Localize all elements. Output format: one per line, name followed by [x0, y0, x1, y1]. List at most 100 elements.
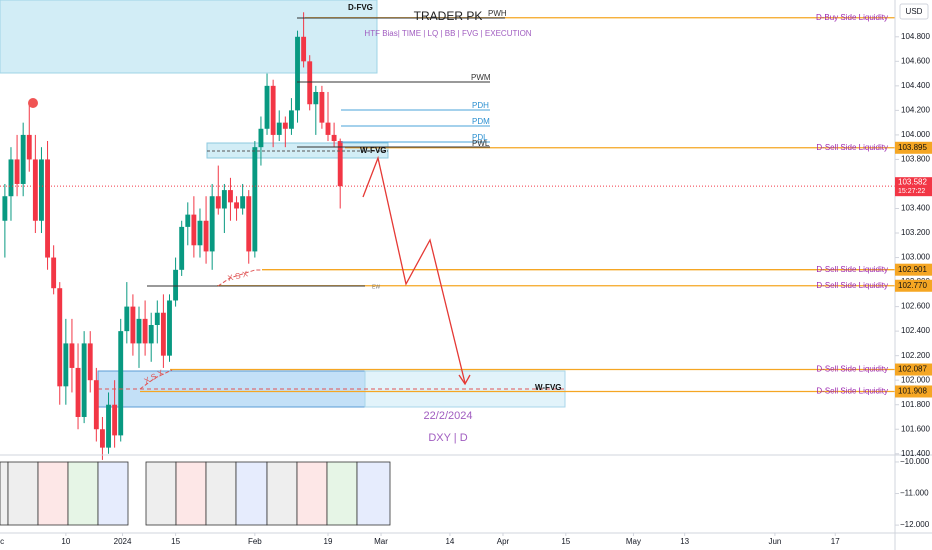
y-tick-label: 102.200 — [901, 351, 930, 360]
candle-body — [246, 196, 252, 252]
candle-body — [160, 312, 166, 356]
currency[interactable]: USD — [906, 7, 923, 16]
y-tick-label: 104.200 — [901, 105, 930, 114]
liquidity-label: D-Sell Side Liquidity — [816, 143, 888, 152]
indicator-boxes — [0, 461, 391, 526]
candle-body — [75, 367, 81, 417]
y-tick-label: 103.200 — [901, 228, 930, 237]
current-price-label: 103.582 — [898, 177, 927, 186]
box — [7, 461, 39, 526]
chart-subtitle: HTF Bias| TIME | LQ | BB | FVG | EXECUTI… — [364, 29, 531, 38]
candle-body — [221, 190, 227, 209]
annotation: PWL — [472, 139, 490, 148]
annotation: PWH — [488, 9, 507, 18]
y-tick-label: 103.400 — [901, 204, 930, 213]
candle-body — [2, 196, 8, 221]
candle-body — [93, 380, 99, 430]
liquidity-label: D-Sell Side Liquidity — [816, 281, 888, 290]
candle-body — [252, 147, 258, 252]
box — [266, 461, 298, 526]
candle-body — [32, 159, 38, 221]
candle-body — [69, 343, 75, 368]
candle-body — [26, 134, 32, 160]
candle-body — [282, 122, 288, 129]
price-tag — [895, 385, 932, 398]
candle-body — [301, 36, 307, 62]
y-tick-label: 101.600 — [901, 424, 930, 433]
candle-body — [51, 257, 57, 289]
x-tick-label: 19 — [324, 537, 333, 546]
currency-box[interactable] — [899, 3, 929, 20]
candle-body — [191, 214, 197, 246]
candle-body — [148, 325, 154, 344]
box — [235, 461, 268, 526]
price-tag-label: 102.901 — [898, 265, 927, 274]
x-tick-label: Feb — [248, 537, 262, 546]
y-tick-label: −12.000 — [900, 520, 930, 529]
annotation: D-FVG — [348, 3, 373, 12]
y-tick-label: 102.600 — [901, 302, 930, 311]
arrow-head — [458, 374, 471, 386]
candle-body — [228, 190, 233, 203]
x-tick-label: 17 — [831, 537, 840, 546]
price-tag — [895, 263, 932, 276]
x-tick-label: 10 — [61, 537, 70, 546]
candle-body — [124, 306, 130, 332]
price-tag-label: 102.087 — [898, 365, 927, 374]
candle-body — [264, 85, 270, 129]
date-note: 22/2/2024 — [424, 410, 473, 422]
price-tag-label: 101.908 — [898, 387, 927, 396]
annotation: PWM — [471, 73, 491, 82]
y-tick-label: 102.000 — [901, 375, 930, 384]
high-marker — [28, 98, 38, 108]
current-price-tag — [895, 177, 932, 197]
liquidity-label: D-Buy Side Liquidity — [816, 13, 888, 22]
countdown: 15:27:22 — [898, 188, 925, 195]
overlay: 104.800 104.600 104.400 104.200 104.000 103.8… — [0, 13, 932, 546]
box — [356, 461, 391, 526]
x-tick-label: 13 — [680, 537, 689, 546]
candle-body — [295, 36, 300, 111]
price-tag — [895, 363, 932, 376]
candle-body — [167, 300, 172, 356]
box — [145, 461, 177, 526]
liquidity-label: D-Sell Side Liquidity — [816, 265, 888, 274]
candle-body — [197, 220, 203, 246]
candle-body — [81, 343, 87, 417]
x-tick-label: 15 — [561, 537, 570, 546]
candle-body — [240, 196, 246, 209]
y-tick-label: 103.000 — [901, 253, 930, 262]
x-tick-label: Jun — [768, 537, 781, 546]
xsx-line — [217, 269, 262, 287]
candle-body — [39, 159, 44, 221]
annotation: PDM — [472, 117, 490, 126]
y-tick-label: 103.800 — [901, 155, 930, 164]
candle-body — [234, 202, 239, 209]
candle-body — [215, 196, 221, 209]
price-tag — [895, 279, 932, 292]
candle-body — [106, 404, 111, 448]
box — [37, 461, 69, 526]
x-tick-label: May — [626, 537, 641, 546]
candle-body — [20, 134, 26, 184]
projection-path — [362, 155, 466, 384]
box — [175, 461, 207, 526]
candle-body — [319, 91, 325, 123]
candle-body — [173, 269, 179, 301]
annotation: PDH — [472, 101, 489, 110]
annotation: W-FVG — [535, 383, 562, 392]
x-tick-label: 15 — [171, 537, 180, 546]
candle-body — [45, 159, 50, 258]
candle-body — [185, 214, 191, 227]
candle-body — [136, 318, 142, 344]
candle-body — [99, 429, 105, 448]
candle-body — [8, 159, 14, 197]
candle-body — [337, 141, 343, 187]
candle-body — [14, 159, 20, 184]
y-tick-label: −11.000 — [900, 489, 929, 498]
y-tick-label: 104.000 — [901, 130, 930, 139]
y-tick-label: 104.800 — [901, 32, 930, 41]
candle-body — [288, 110, 294, 129]
